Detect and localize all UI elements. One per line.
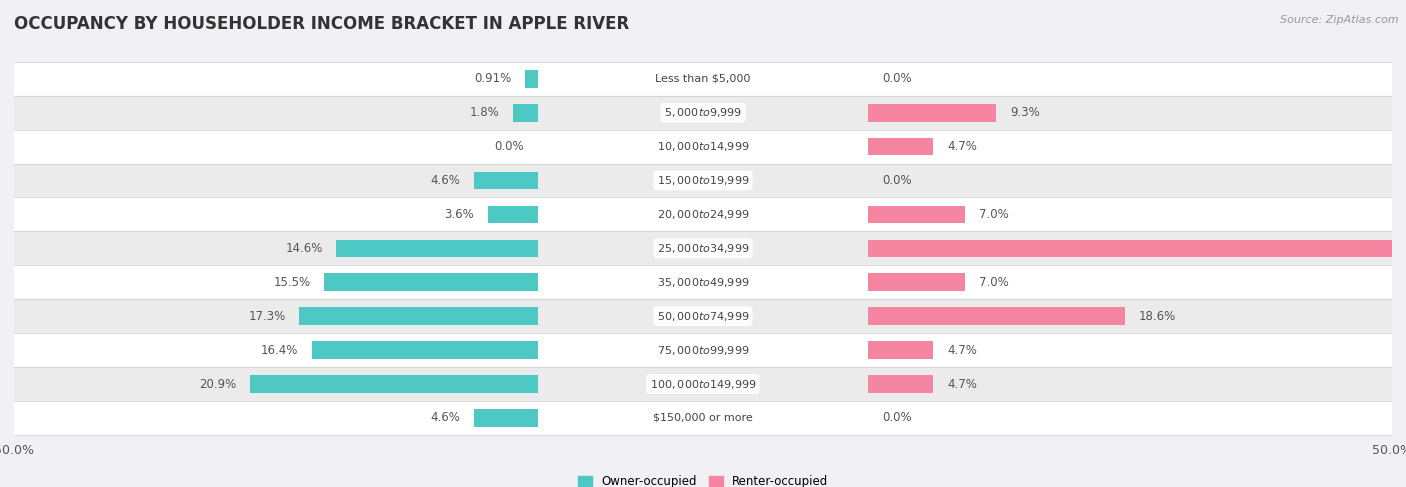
Bar bbox=[14, 62, 1392, 96]
Text: OCCUPANCY BY HOUSEHOLDER INCOME BRACKET IN APPLE RIVER: OCCUPANCY BY HOUSEHOLDER INCOME BRACKET … bbox=[14, 15, 630, 33]
Bar bbox=[869, 240, 1406, 257]
Text: 14.6%: 14.6% bbox=[285, 242, 323, 255]
Text: $25,000 to $34,999: $25,000 to $34,999 bbox=[657, 242, 749, 255]
Bar bbox=[488, 206, 537, 223]
Bar bbox=[14, 367, 1392, 401]
Bar bbox=[250, 375, 537, 393]
Bar bbox=[869, 138, 934, 155]
Text: 15.5%: 15.5% bbox=[273, 276, 311, 289]
Text: 7.0%: 7.0% bbox=[979, 208, 1008, 221]
Text: 7.0%: 7.0% bbox=[979, 276, 1008, 289]
Text: 1.8%: 1.8% bbox=[470, 106, 499, 119]
Bar bbox=[14, 198, 1392, 231]
Text: $100,000 to $149,999: $100,000 to $149,999 bbox=[650, 377, 756, 391]
Text: $20,000 to $24,999: $20,000 to $24,999 bbox=[657, 208, 749, 221]
Bar bbox=[14, 333, 1392, 367]
Text: 4.7%: 4.7% bbox=[946, 140, 977, 153]
Text: 4.7%: 4.7% bbox=[946, 344, 977, 356]
Bar bbox=[869, 307, 1125, 325]
Text: 16.4%: 16.4% bbox=[260, 344, 298, 356]
Bar bbox=[14, 401, 1392, 435]
Text: 9.3%: 9.3% bbox=[1011, 106, 1040, 119]
Text: 4.6%: 4.6% bbox=[430, 174, 461, 187]
Bar bbox=[869, 274, 965, 291]
Text: $10,000 to $14,999: $10,000 to $14,999 bbox=[657, 140, 749, 153]
Bar bbox=[14, 164, 1392, 198]
Bar bbox=[14, 299, 1392, 333]
Bar bbox=[14, 96, 1392, 130]
Text: 0.0%: 0.0% bbox=[882, 412, 911, 425]
Text: Source: ZipAtlas.com: Source: ZipAtlas.com bbox=[1281, 15, 1399, 25]
Bar bbox=[869, 104, 997, 122]
Text: 0.0%: 0.0% bbox=[882, 72, 911, 85]
Text: $75,000 to $99,999: $75,000 to $99,999 bbox=[657, 344, 749, 356]
Text: 0.0%: 0.0% bbox=[882, 174, 911, 187]
Bar bbox=[524, 70, 537, 88]
Bar bbox=[513, 104, 537, 122]
Bar bbox=[14, 231, 1392, 265]
Text: 0.0%: 0.0% bbox=[495, 140, 524, 153]
Text: $50,000 to $74,999: $50,000 to $74,999 bbox=[657, 310, 749, 323]
Text: $150,000 or more: $150,000 or more bbox=[654, 413, 752, 423]
Text: 20.9%: 20.9% bbox=[198, 377, 236, 391]
Text: 18.6%: 18.6% bbox=[1139, 310, 1175, 323]
Bar bbox=[323, 274, 537, 291]
Legend: Owner-occupied, Renter-occupied: Owner-occupied, Renter-occupied bbox=[572, 471, 834, 487]
Bar bbox=[312, 341, 537, 359]
Text: 4.6%: 4.6% bbox=[430, 412, 461, 425]
Text: 3.6%: 3.6% bbox=[444, 208, 474, 221]
Text: $35,000 to $49,999: $35,000 to $49,999 bbox=[657, 276, 749, 289]
Text: 4.7%: 4.7% bbox=[946, 377, 977, 391]
Bar bbox=[14, 265, 1392, 299]
Bar bbox=[869, 341, 934, 359]
Text: $15,000 to $19,999: $15,000 to $19,999 bbox=[657, 174, 749, 187]
Bar bbox=[336, 240, 537, 257]
Bar bbox=[474, 409, 537, 427]
Bar bbox=[474, 172, 537, 189]
Bar bbox=[869, 375, 934, 393]
Bar bbox=[299, 307, 537, 325]
Bar bbox=[14, 130, 1392, 164]
Text: 17.3%: 17.3% bbox=[249, 310, 285, 323]
Text: Less than $5,000: Less than $5,000 bbox=[655, 74, 751, 84]
Text: $5,000 to $9,999: $5,000 to $9,999 bbox=[664, 106, 742, 119]
Bar bbox=[869, 206, 965, 223]
Text: 0.91%: 0.91% bbox=[474, 72, 512, 85]
